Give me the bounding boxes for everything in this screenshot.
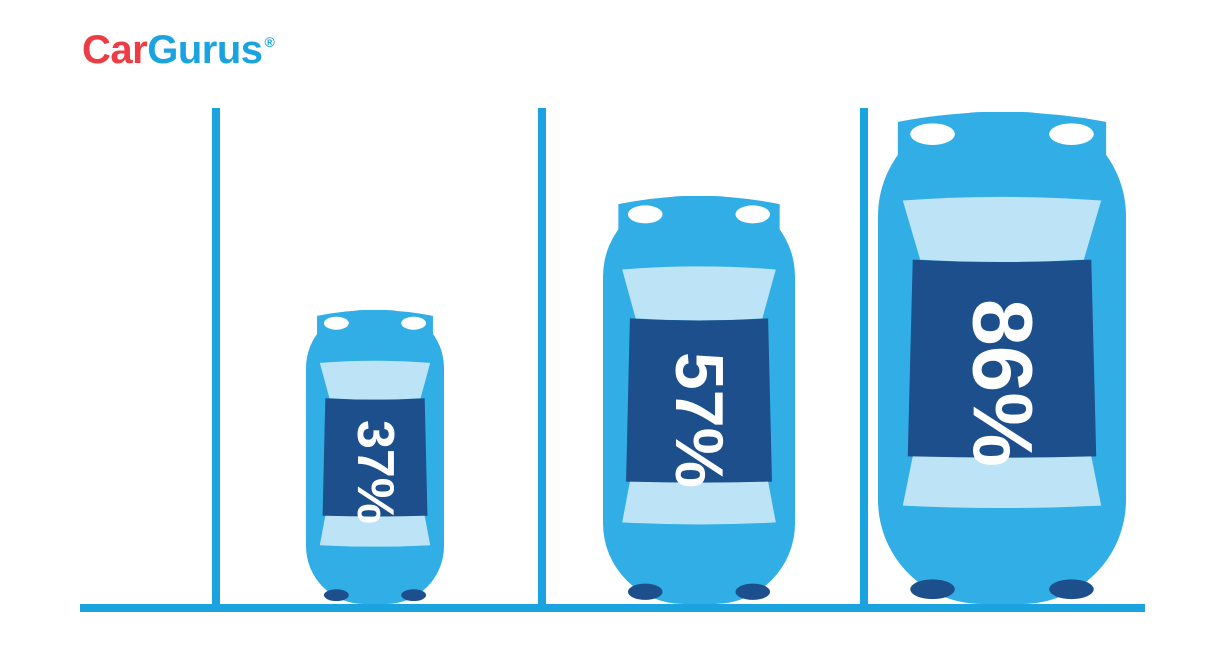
logo-part-car: Car [82, 28, 147, 73]
cargurus-logo: CarGurus® [82, 28, 274, 73]
parking-divider [860, 108, 868, 604]
percentage-label: 86% [954, 299, 1051, 467]
percentage-label: 37% [345, 420, 405, 524]
car-slot: 86% [878, 112, 1126, 604]
parking-divider [538, 108, 546, 604]
baseline [80, 604, 1145, 612]
logo-part-gurus: Gurus [147, 28, 262, 73]
infographic-canvas: CarGurus® 37% 57% [0, 0, 1215, 672]
car-slot: 37% [306, 310, 444, 604]
logo-registered: ® [265, 34, 275, 50]
car-slot: 57% [603, 196, 795, 604]
parking-divider [212, 108, 220, 604]
percentage-label: 57% [660, 352, 738, 488]
